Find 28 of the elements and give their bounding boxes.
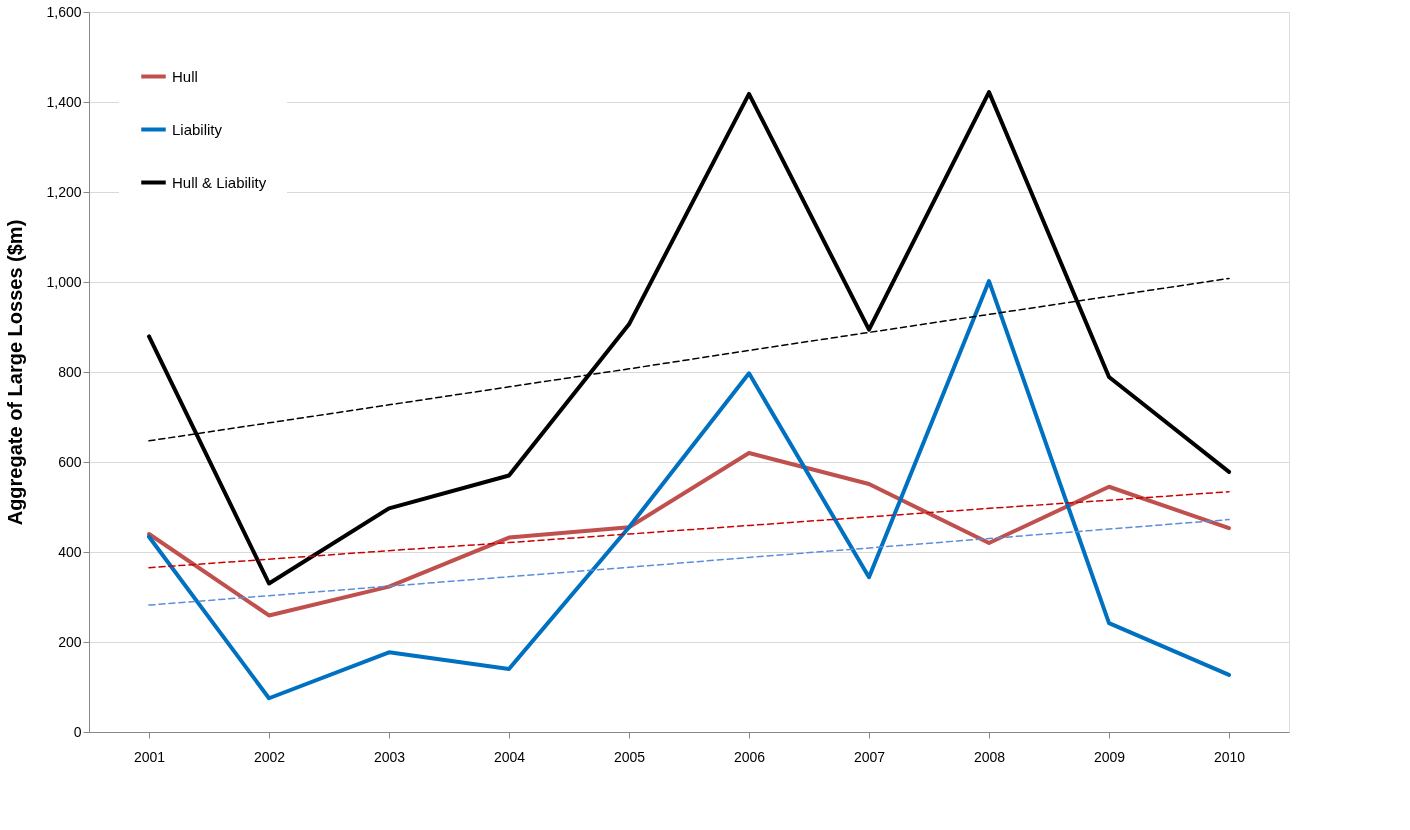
- y-tick-label: 0: [73, 723, 82, 740]
- x-tick-label: 2006: [733, 748, 766, 765]
- x-tick-label: 2005: [613, 748, 646, 765]
- line-series: [147, 451, 1231, 618]
- x-tick-label: 2010: [1213, 748, 1246, 765]
- y-tick-label: 1,000: [46, 273, 82, 290]
- y-tick-label: 600: [58, 453, 82, 470]
- y-tick-label: 1,200: [46, 183, 82, 200]
- line-series: [148, 518, 1230, 606]
- y-tick-label: 400: [58, 543, 82, 560]
- y-tick-label: 1,600: [46, 3, 82, 20]
- line-series: [147, 90, 1231, 586]
- x-tick-label: 2004: [493, 748, 526, 765]
- line-series: [147, 279, 1231, 701]
- x-tick-label: 2002: [253, 748, 286, 765]
- x-tick-label: 2001: [133, 748, 166, 765]
- y-tick-label: 1,400: [46, 93, 82, 110]
- legend-label: Liability: [172, 120, 223, 138]
- x-tick-label: 2009: [1093, 748, 1126, 765]
- legend-label: Hull & Liability: [172, 173, 267, 191]
- y-axis-title: Aggregate of Large Losses ($m): [4, 219, 27, 526]
- x-tick-label: 2003: [373, 748, 406, 765]
- line-series: [148, 490, 1230, 569]
- y-tick-label: 800: [58, 363, 82, 380]
- x-tick-label: 2007: [853, 748, 886, 765]
- x-tick-label: 2008: [973, 748, 1006, 765]
- legend-label: Hull: [172, 67, 198, 85]
- y-tick-label: 200: [58, 633, 82, 650]
